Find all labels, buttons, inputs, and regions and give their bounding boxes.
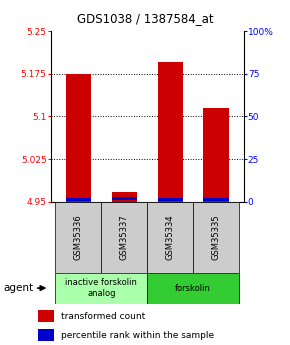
- Bar: [112, 197, 137, 200]
- Text: GSM35334: GSM35334: [166, 214, 175, 260]
- Bar: [147, 273, 239, 304]
- Bar: [66, 74, 91, 202]
- Bar: [39, 310, 54, 322]
- Text: inactive forskolin
analog: inactive forskolin analog: [65, 278, 137, 298]
- Bar: [55, 202, 101, 273]
- Bar: [55, 273, 147, 304]
- Bar: [147, 202, 193, 273]
- Text: GSM35335: GSM35335: [211, 214, 221, 260]
- Text: agent: agent: [3, 283, 33, 293]
- Bar: [203, 198, 229, 201]
- Bar: [193, 202, 239, 273]
- Bar: [101, 202, 147, 273]
- Text: percentile rank within the sample: percentile rank within the sample: [61, 331, 214, 339]
- Bar: [157, 198, 183, 201]
- Bar: [157, 62, 183, 202]
- Bar: [39, 329, 54, 341]
- Text: GSM35337: GSM35337: [120, 214, 129, 260]
- Text: GDS1038 / 1387584_at: GDS1038 / 1387584_at: [77, 12, 213, 25]
- Bar: [112, 191, 137, 202]
- Text: GSM35336: GSM35336: [74, 214, 83, 260]
- Text: transformed count: transformed count: [61, 312, 145, 321]
- Text: forskolin: forskolin: [175, 284, 211, 293]
- Bar: [66, 198, 91, 201]
- Bar: [203, 108, 229, 202]
